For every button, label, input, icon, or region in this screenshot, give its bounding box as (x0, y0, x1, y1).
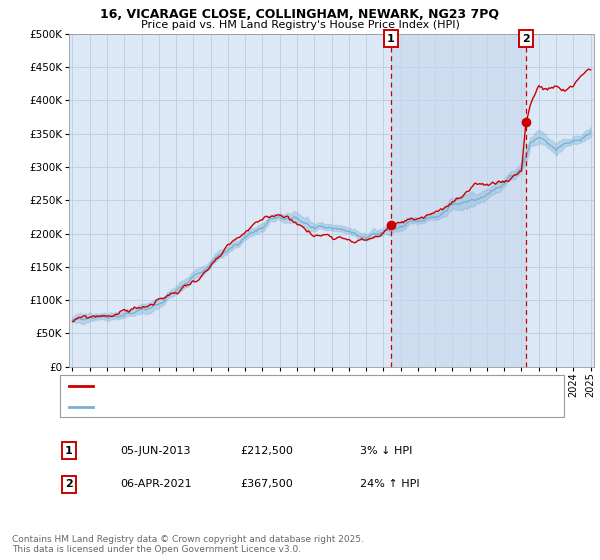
Text: 06-APR-2021: 06-APR-2021 (120, 479, 191, 489)
Text: 24% ↑ HPI: 24% ↑ HPI (360, 479, 419, 489)
Text: Contains HM Land Registry data © Crown copyright and database right 2025.
This d: Contains HM Land Registry data © Crown c… (12, 535, 364, 554)
Text: 05-JUN-2013: 05-JUN-2013 (120, 446, 191, 456)
Text: 16, VICARAGE CLOSE, COLLINGHAM, NEWARK, NG23 7PQ (detached house): 16, VICARAGE CLOSE, COLLINGHAM, NEWARK, … (99, 381, 492, 391)
Text: 1: 1 (386, 34, 394, 44)
Text: 2: 2 (522, 34, 530, 44)
Text: £367,500: £367,500 (240, 479, 293, 489)
Text: 2: 2 (65, 479, 73, 489)
Text: 1: 1 (65, 446, 73, 456)
Text: Price paid vs. HM Land Registry's House Price Index (HPI): Price paid vs. HM Land Registry's House … (140, 20, 460, 30)
Text: 16, VICARAGE CLOSE, COLLINGHAM, NEWARK, NG23 7PQ: 16, VICARAGE CLOSE, COLLINGHAM, NEWARK, … (101, 8, 499, 21)
Text: HPI: Average price, detached house, Newark and Sherwood: HPI: Average price, detached house, Newa… (99, 402, 409, 412)
Bar (391, 34, 526, 367)
Text: £212,500: £212,500 (240, 446, 293, 456)
Text: 3% ↓ HPI: 3% ↓ HPI (360, 446, 412, 456)
